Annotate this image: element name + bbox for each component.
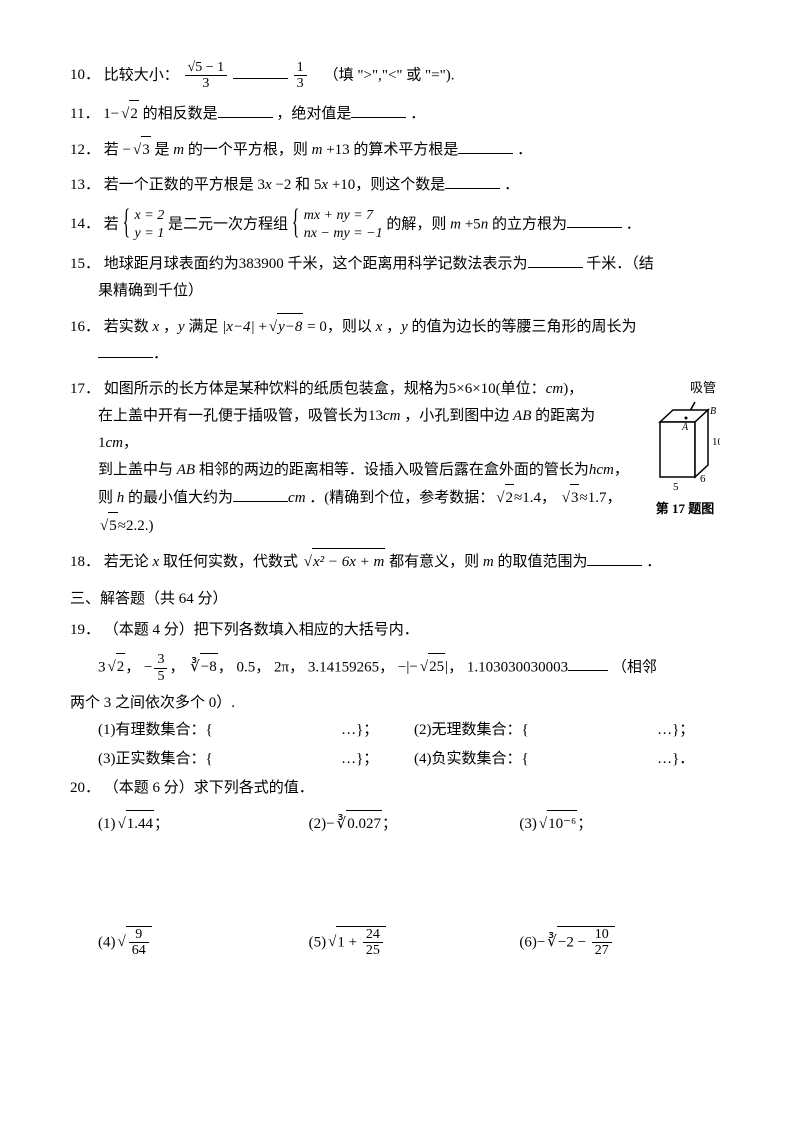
q12-text-e: ． [517, 142, 532, 158]
q19-line2: 两个 3 之间依次多个 0）. [70, 690, 730, 717]
q11-text-d: ． [410, 106, 425, 122]
question-13: 13． 若一个正数的平方根是 3x −2 和 5x +10，则这个数是 ． [70, 172, 730, 199]
qnum-13: 13． [70, 172, 100, 199]
q11-sqrt: 2 [119, 100, 139, 128]
q14-text-d: +5 [465, 216, 481, 232]
q10-blank [233, 64, 288, 79]
q19-text-a: （本题 4 分）把下列各数填入相应的大括号内． [104, 622, 419, 638]
svg-text:10: 10 [712, 436, 720, 448]
q15-blank [528, 253, 583, 268]
q12-text-b: 是 [154, 142, 173, 158]
q10-text-b: （填 ">","<" 或 "="). [324, 67, 455, 83]
q13-text-a: 若一个正数的平方根是 3 [104, 177, 265, 193]
q11-text-a: 1− [103, 106, 119, 122]
question-10: 10． 比较大小： √5 − 1 3 1 3 （填 ">","<" 或 "=")… [70, 60, 730, 92]
question-15: 15． 地球距月球表面约为383900 千米，这个距离用科学记数法表示为 千米．… [70, 251, 730, 305]
q13-text-b: −2 和 5 [275, 177, 321, 193]
question-14: 14． 若 x = 2 y = 1 是二元一次方程组 mx + ny = 7 n… [70, 207, 730, 243]
qnum-18: 18． [70, 549, 100, 576]
q16-text-b: ， [163, 319, 178, 335]
q19-numbers: 32， −35， −8， 0.5， 2π， 3.14159265， −−25， … [70, 652, 730, 684]
qnum-19: 19． [70, 617, 100, 644]
q13-text-c: +10，则这个数是 [332, 177, 445, 193]
q18-sqrt: x² − 6x + m [302, 548, 386, 576]
q14-text-e: 的立方根为 [492, 216, 567, 232]
q16-abs: x−4 [222, 314, 255, 341]
qnum-16: 16． [70, 314, 100, 341]
question-17: 吸管 A B 10 5 6 第 17 题图 17． 如图所示的长方体是某种饮料的… [70, 376, 730, 540]
svg-text:6: 6 [700, 473, 706, 485]
q10-frac1: √5 − 1 3 [185, 60, 228, 92]
q18-text-c: 都有意义，则 [389, 554, 483, 570]
q18-text-e: ． [646, 554, 661, 570]
q16-text-f: ， [386, 319, 401, 335]
q11-blank2 [351, 103, 406, 118]
q12-text-a: 若 − [104, 142, 131, 158]
qnum-15: 15． [70, 251, 100, 278]
q11-blank1 [218, 103, 273, 118]
q14-text-b: 是二元一次方程组 [168, 216, 288, 232]
q13-text-d: ． [504, 177, 519, 193]
q20-row1: (1)1.44； (2)−0.027； (3)10⁻⁶； [70, 810, 730, 838]
qnum-17: 17． [70, 376, 100, 403]
figure-17: 吸管 A B 10 5 6 第 17 题图 [640, 376, 730, 520]
q16-text-c: 满足 [188, 319, 222, 335]
q12-sqrt: 3 [131, 136, 151, 164]
q16-text-d: + [258, 319, 266, 335]
qnum-11: 11． [70, 101, 99, 128]
q18-text-d: 的取值范围为 [497, 554, 587, 570]
question-19: 19． （本题 4 分）把下列各数填入相应的大括号内． [70, 617, 730, 644]
q10-frac2: 1 3 [294, 60, 307, 92]
q12-text-c: 的一个平方根，则 [188, 142, 312, 158]
q14-blank [567, 213, 622, 228]
q15-line2: 果精确到千位） [70, 278, 730, 305]
q14-text-a: 若 [104, 216, 119, 232]
q16-blank [98, 343, 153, 358]
question-12: 12． 若 −3 是 m 的一个平方根，则 m +13 的算术平方根是 ． [70, 136, 730, 164]
question-20: 20． （本题 6 分）求下列各式的值． [70, 775, 730, 802]
svg-text:B: B [710, 406, 716, 417]
question-11: 11． 1−2 的相反数是 ，绝对值是 ． [70, 100, 730, 128]
q12-blank [458, 139, 513, 154]
q13-blank [445, 174, 500, 189]
q20-row2: (4)964 (5)1 + 2425 (6)−−2 − 1027 [70, 926, 730, 959]
q14-text-c: 的解，则 [386, 216, 450, 232]
q14-text-f: ． [626, 216, 641, 232]
qnum-12: 12． [70, 137, 100, 164]
q18-text-a: 若无论 [104, 554, 153, 570]
section-3-title: 三、解答题（共 64 分） [70, 586, 730, 613]
q11-text-c: ，绝对值是 [276, 106, 351, 122]
cube-icon: A B 10 5 6 [650, 400, 720, 495]
q19-subs: (1)有理数集合：{ …}； (2)无理数集合：{ …}； (3)正实数集合：{… [70, 717, 730, 773]
q18-blank [587, 551, 642, 566]
fig-caption: 第 17 题图 [640, 497, 730, 520]
svg-text:A: A [681, 422, 689, 433]
q16-sqrt: y−8 [267, 313, 304, 341]
q20-text-a: （本题 6 分）求下列各式的值． [104, 780, 314, 796]
q16-text-a: 若实数 [104, 319, 153, 335]
qnum-14: 14． [70, 211, 100, 238]
q18-text-b: 取任何实数，代数式 [163, 554, 302, 570]
q14-sys2: mx + ny = 7 nx − my = −1 [292, 207, 383, 243]
qnum-10: 10． [70, 62, 100, 89]
q16-text-e: = 0，则以 [307, 319, 375, 335]
q16-text-g: 的值为边长的等腰三角形的周长为 [412, 319, 637, 335]
svg-text:5: 5 [673, 481, 679, 493]
q12-text-d: +13 的算术平方根是 [326, 142, 458, 158]
qnum-20: 20． [70, 775, 100, 802]
q14-sys1: x = 2 y = 1 [123, 207, 165, 243]
question-16: 16． 若实数 x ，y 满足 x−4 +y−8 = 0，则以 x ，y 的值为… [70, 313, 730, 368]
q15-text-b: 千米．（结 [586, 256, 654, 272]
q10-text-a: 比较大小： [104, 67, 179, 83]
question-18: 18． 若无论 x 取任何实数，代数式 x² − 6x + m 都有意义，则 m… [70, 548, 730, 576]
q11-text-b: 的相反数是 [143, 106, 218, 122]
q17-blank [233, 487, 288, 502]
q15-text-a: 地球距月球表面约为383900 千米，这个距离用科学记数法表示为 [104, 256, 528, 272]
